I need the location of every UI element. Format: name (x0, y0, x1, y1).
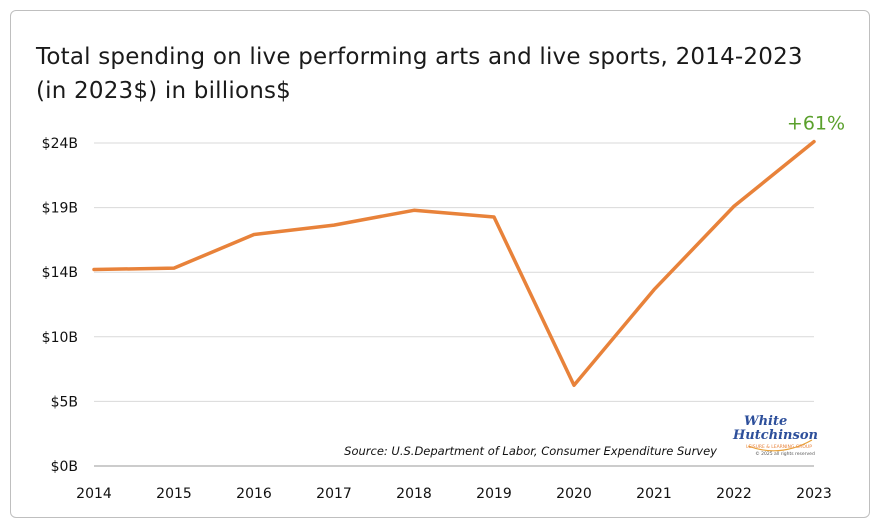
x-tick-label: 2019 (476, 486, 512, 502)
growth-annotation: +61% (787, 113, 845, 135)
x-tick-label: 2014 (76, 486, 112, 502)
y-axis-tick-labels: $0B $5B $10B $14B $19B $24B (42, 136, 78, 475)
chart-title: Total spending on live performing arts a… (36, 44, 803, 104)
grid-lines (94, 142, 814, 467)
chart-frame (10, 10, 870, 518)
y-tick-label: $14B (42, 265, 78, 281)
y-tick-label: $0B (51, 459, 78, 475)
logo-copyright: © 2025 all rights reserved (755, 450, 815, 457)
logo-arc-text: LEISURE & LEARNING GROUP (746, 444, 812, 450)
x-tick-label: 2017 (316, 486, 352, 502)
logo-arc (747, 439, 813, 452)
logo-line-2: Hutchinson (732, 428, 818, 443)
white-hutchinson-logo: White Hutchinson LEISURE & LEARNING GROU… (732, 414, 818, 457)
x-tick-label: 2023 (796, 486, 832, 502)
y-tick-label: $24B (42, 136, 78, 152)
x-axis-tick-labels: 2014 2015 2016 2017 2018 2019 2020 2021 2022 2023 (76, 486, 832, 502)
x-tick-label: 2021 (636, 486, 672, 502)
series-group (92, 139, 816, 387)
series-line (92, 139, 816, 387)
source-note: Source: U.S.Department of Labor, Consume… (344, 444, 717, 458)
y-tick-label: $10B (42, 330, 78, 346)
x-tick-label: 2022 (716, 486, 752, 502)
x-tick-label: 2015 (156, 486, 192, 502)
x-tick-label: 2018 (396, 486, 432, 502)
x-tick-label: 2016 (236, 486, 272, 502)
logo-line-1: White (744, 414, 787, 429)
y-tick-label: $19B (42, 201, 78, 217)
x-tick-label: 2020 (556, 486, 592, 502)
y-tick-label: $5B (51, 394, 78, 410)
